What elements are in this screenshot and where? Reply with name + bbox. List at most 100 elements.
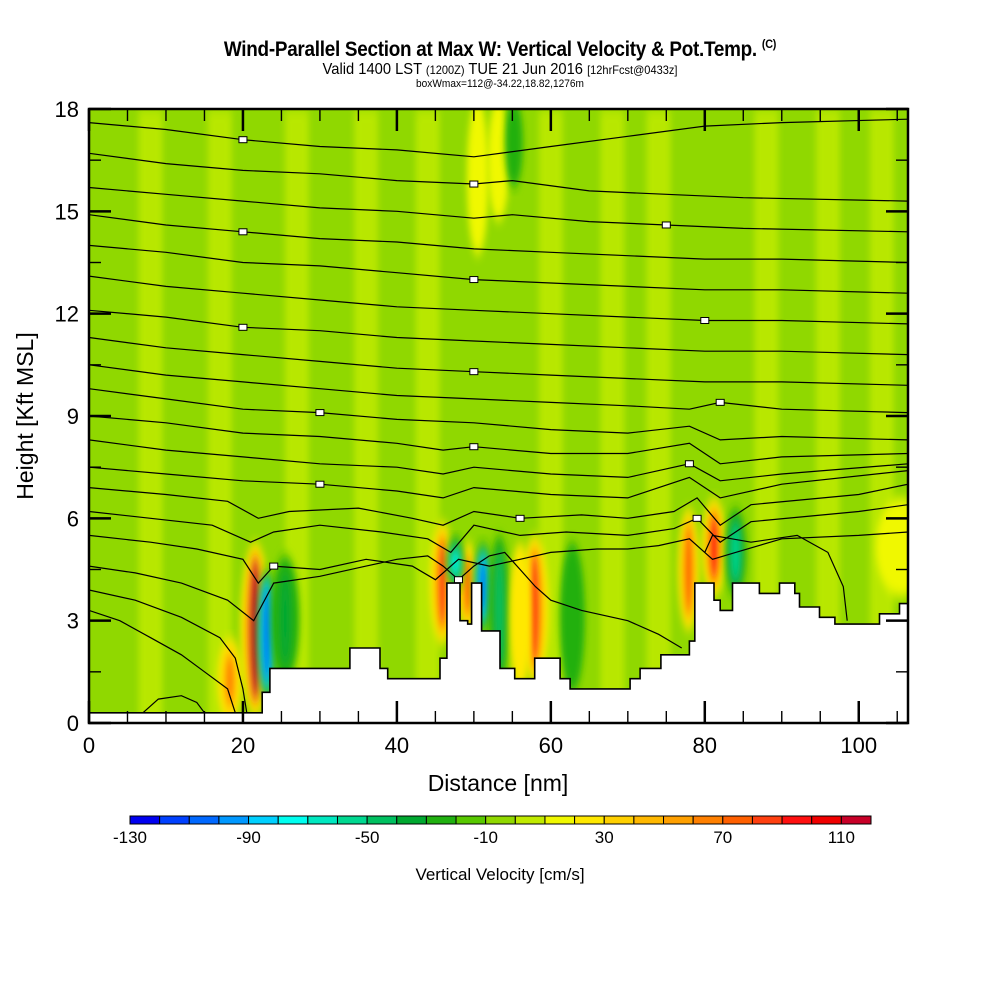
valid-time-utc: (1200Z) (425, 63, 465, 77)
colorbar-swatch (514, 815, 546, 825)
colorbar-tick-label: -90 (236, 828, 261, 847)
colorbar-tick-label: 70 (713, 828, 732, 847)
isentrope-line (89, 309, 908, 356)
isentrope-line (89, 388, 908, 441)
isentrope-line (89, 186, 908, 233)
copyright-mark: (C) (761, 37, 777, 51)
isentrope-line (89, 609, 236, 713)
colorbar-swatch (633, 815, 665, 825)
colorbar-swatch (336, 815, 368, 825)
isentrope-label (661, 221, 671, 229)
isentrope-line (89, 118, 908, 158)
isentrope-line (89, 531, 908, 585)
y-axis-label: Height [Kft MSL] (12, 332, 38, 499)
isentrope-line (142, 695, 205, 714)
velocity-streak (504, 109, 523, 188)
isentrope-line (89, 214, 908, 264)
colorbar-swatch (307, 815, 338, 825)
isentrope-label (469, 443, 479, 451)
isentrope-label (700, 316, 710, 324)
isentrope-label (469, 180, 479, 188)
weak-updraft-band (138, 109, 163, 723)
colorbar-swatch (603, 815, 635, 825)
colorbar (129, 815, 872, 825)
isentrope-line (89, 483, 908, 526)
isentrope-label (715, 398, 725, 406)
weak-updraft-band (646, 109, 671, 723)
terrain-profile (89, 582, 908, 723)
isentrope-label (238, 228, 248, 236)
chart-subtitle: Valid 1400 LST (1200Z) TUE 21 Jun 2016 [… (40, 61, 960, 79)
colorbar-swatch (663, 815, 694, 825)
colorbar-swatch (188, 815, 220, 825)
x-tick-label: 20 (231, 733, 255, 758)
colorbar-swatch (396, 815, 427, 825)
colorbar-tick-labels: -130 -90 -50 -10 30 70 110 (113, 828, 855, 847)
colorbar-swatch (129, 815, 161, 825)
colorbar-swatch (722, 815, 753, 825)
colorbar-swatch (248, 815, 279, 825)
weak-updraft-band (207, 109, 232, 723)
colorbar-swatch (485, 815, 516, 825)
title-text: Wind-Parallel Section at Max W: Vertical… (223, 38, 757, 61)
colorbar-tick-label: -50 (355, 828, 380, 847)
colorbar-tick-label: -10 (473, 828, 498, 847)
colorbar-swatch (811, 815, 842, 825)
chart-title: Wind-Parallel Section at Max W: Vertical… (50, 37, 950, 62)
velocity-streak (559, 542, 585, 693)
y-tick-label: 0 (67, 711, 79, 736)
colorbar-swatch (544, 815, 576, 825)
colorbar-swatch (574, 815, 605, 825)
x-tick-label: 60 (539, 733, 563, 758)
isentrope-label (315, 409, 325, 417)
valid-time-lst: Valid 1400 LST (322, 61, 422, 78)
isentrope-label (238, 323, 248, 331)
isentrope-line (89, 551, 683, 649)
colorbar-swatch (840, 815, 872, 825)
isentrope-label (453, 576, 463, 584)
velocity-streak (271, 556, 300, 682)
x-axis-ticks: 0 20 40 60 80 100 (83, 109, 898, 758)
isentrope-label (469, 276, 479, 284)
isentrope-line (89, 275, 908, 325)
forecast-info: [12hrFcst@0433z] (587, 63, 678, 77)
velocity-streak (509, 542, 531, 693)
colorbar-swatch (277, 815, 309, 825)
isentrope-label (469, 368, 479, 376)
isentrope-label (692, 514, 702, 522)
potential-temperature-contours (89, 118, 908, 714)
colorbar-tick-label: 110 (828, 828, 855, 847)
x-tick-label: 0 (83, 733, 95, 758)
colorbar-swatch (425, 815, 457, 825)
y-axis-ticks: 0 3 6 9 12 15 18 (55, 97, 908, 736)
y-tick-label: 18 (55, 97, 79, 122)
isentrope-line (89, 364, 908, 414)
y-tick-label: 12 (55, 302, 79, 327)
isentrope-line (89, 589, 248, 713)
x-tick-label: 40 (385, 733, 409, 758)
isentrope-label (515, 514, 525, 522)
velocity-streak (875, 498, 908, 597)
x-tick-label: 80 (693, 733, 717, 758)
colorbar-label: Vertical Velocity [cm/s] (415, 865, 584, 884)
velocity-streak (701, 498, 727, 597)
isentrope-label (269, 562, 279, 570)
y-tick-label: 3 (67, 609, 79, 634)
y-tick-label: 15 (55, 199, 79, 224)
colorbar-swatch (751, 815, 783, 825)
isentrope-label (684, 460, 694, 468)
isentrope-label (238, 136, 248, 144)
box-wmax-info: boxWmax=112@-34.22,18.82,1276m (416, 78, 584, 90)
valid-date: TUE 21 Jun 2016 (468, 61, 583, 78)
y-tick-label: 6 (67, 506, 79, 531)
velocity-streak (487, 109, 510, 222)
isentrope-line (89, 466, 908, 499)
terrain (89, 582, 908, 723)
isentrope-line (89, 439, 908, 482)
colorbar-tick-label: 30 (595, 828, 614, 847)
isentrope-line (89, 504, 908, 554)
velocity-streak (466, 109, 489, 256)
colorbar-swatch (218, 815, 250, 825)
colorbar-swatch (366, 815, 398, 825)
colorbar-tick-label: -130 (113, 828, 147, 847)
